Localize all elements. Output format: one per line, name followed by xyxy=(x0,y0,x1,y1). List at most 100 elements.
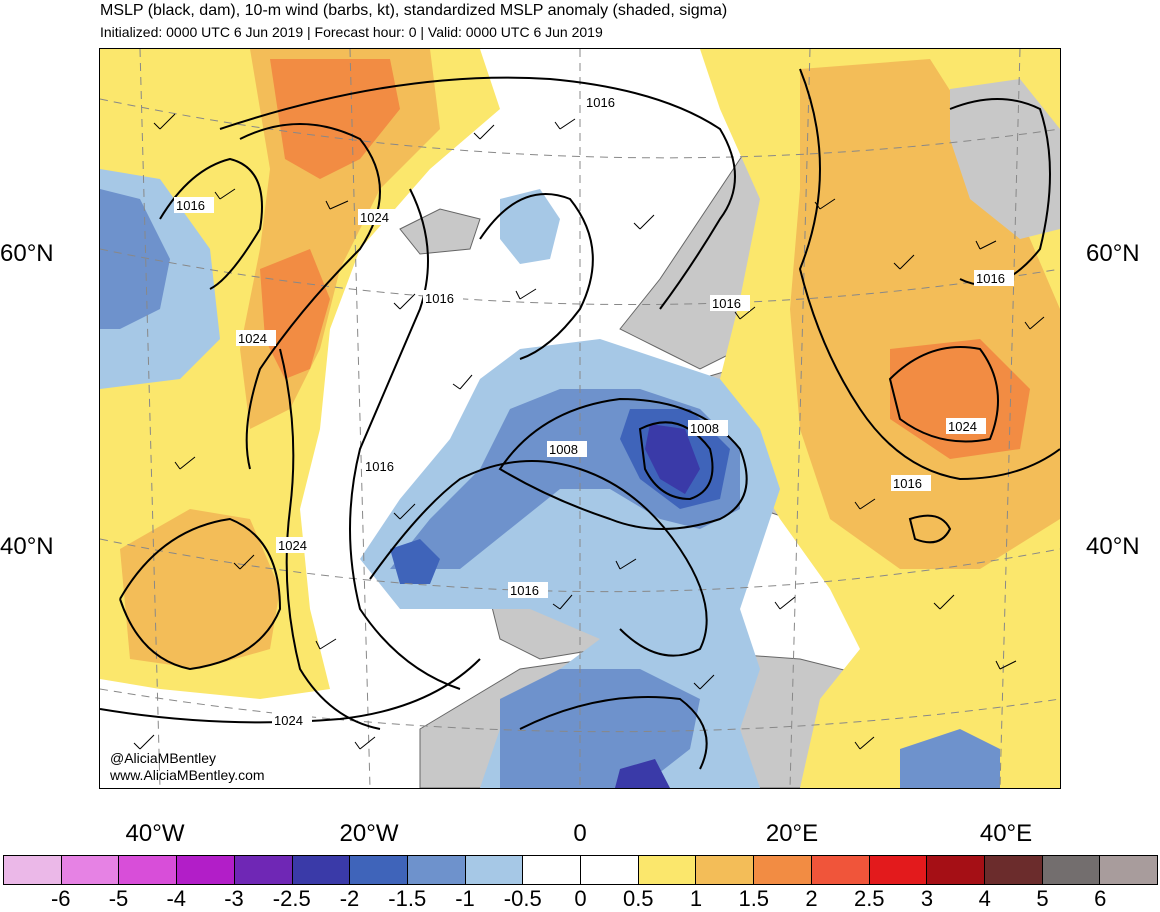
credit-handle: @AliciaMBentley xyxy=(110,750,217,766)
anomaly-iberia-dark xyxy=(390,539,440,584)
colorbar-label: 2 xyxy=(805,886,818,911)
colorbar-swatch xyxy=(927,856,985,884)
isobar-1024-south xyxy=(100,658,481,724)
map-subtitle: Initialized: 0000 UTC 6 Jun 2019 | Forec… xyxy=(100,24,603,40)
colorbar-swatch xyxy=(1042,856,1101,884)
isobar-1024-azores xyxy=(119,517,282,671)
lat-label-right-60n: 60°N xyxy=(1086,240,1140,267)
colorbar-swatch xyxy=(292,856,351,884)
anomaly-greenland-core2 xyxy=(260,249,330,379)
credit-url: www.AliciaMBentley.com xyxy=(110,767,265,783)
positive-anomaly xyxy=(100,49,1060,788)
lat-label-right-40n: 40°N xyxy=(1086,533,1140,560)
colorbar-swatch xyxy=(581,856,639,884)
colorbar-swatch xyxy=(465,856,524,884)
colorbar-label: 0 xyxy=(574,886,587,911)
contour-label: 1016 xyxy=(893,476,922,491)
colorbar-label: -6 xyxy=(50,886,71,911)
anomaly-europe-core xyxy=(645,424,700,494)
colorbar-label: 1 xyxy=(689,886,703,911)
colorbar-swatch xyxy=(869,856,928,884)
colorbar-swatch xyxy=(234,856,293,884)
colorbar-label: -1.5 xyxy=(388,886,427,911)
lon-label-40e: 40°E xyxy=(979,820,1033,847)
isobar-1016-north xyxy=(219,76,736,310)
weather-map: 1016 1016 1024 1016 1024 1016 1008 1008 … xyxy=(99,48,1061,789)
contour-label: 1016 xyxy=(712,296,741,311)
colorbar-swatch xyxy=(696,856,755,884)
contour-label: 1024 xyxy=(948,419,977,434)
graticule xyxy=(100,49,1060,788)
colorbar-swatch xyxy=(177,856,235,884)
lon-label-20w: 20°W xyxy=(339,820,399,847)
anomaly-east-med-blue xyxy=(900,729,1000,788)
isobar-1008-inner xyxy=(638,421,714,501)
contour-label: 1016 xyxy=(425,291,454,306)
colorbar-swatch xyxy=(754,856,812,884)
isobar-1016-iceland xyxy=(479,193,594,360)
isobar-black-sea xyxy=(908,514,952,544)
isobar-1016-greenland xyxy=(159,157,263,290)
colorbar-swatch xyxy=(350,856,408,884)
colorbar-swatch xyxy=(1100,856,1158,884)
contour-label: 1016 xyxy=(976,271,1005,286)
anomaly-iceland-blue xyxy=(500,189,560,264)
colorbar-label: -1 xyxy=(455,886,475,911)
isobar-1024-russia xyxy=(888,346,999,443)
contour-label: 1016 xyxy=(176,198,205,213)
isobars xyxy=(100,68,1060,770)
colorbar-label: -4 xyxy=(166,886,187,911)
negative-anomaly xyxy=(100,169,1000,788)
lon-label-0: 0 xyxy=(573,820,587,847)
isobar-1016-russia xyxy=(798,68,1060,481)
isobar-1024-atlantic xyxy=(279,348,381,730)
contour-label: 1024 xyxy=(360,210,389,225)
lat-label-left-60n: 60°N xyxy=(0,240,54,267)
map-title: MSLP (black, dam), 10-m wind (barbs, kt)… xyxy=(100,2,728,19)
contour-label: 1008 xyxy=(690,421,719,436)
contour-label: 1024 xyxy=(238,331,267,346)
anomaly-africa-mid xyxy=(500,669,700,788)
colorbar-swatch xyxy=(61,856,120,884)
isobar-1008-europe xyxy=(498,397,748,530)
anomaly-russia-core xyxy=(890,339,1030,459)
colorbar-label: -2.5 xyxy=(272,886,311,911)
colorbar-label: 4 xyxy=(978,886,991,911)
colorbar-label: 3 xyxy=(920,886,934,911)
contour-labels: 1016 1016 1024 1016 1024 1016 1008 1008 … xyxy=(174,94,1014,728)
anomaly-west-trough xyxy=(100,189,170,329)
colorbar-label: 2.5 xyxy=(853,886,885,911)
colorbar-label: -5 xyxy=(108,886,129,911)
contour-label: 1016 xyxy=(510,583,539,598)
iceland-land xyxy=(399,208,481,255)
colorbar-swatch xyxy=(523,856,582,884)
colorbar-swatch xyxy=(407,856,466,884)
isobar-1016-atlantic xyxy=(349,188,461,690)
lat-label-left-40n: 40°N xyxy=(0,533,54,560)
contour-label: 1024 xyxy=(274,713,303,728)
colorbar-swatch xyxy=(638,856,697,884)
colorbar-swatch xyxy=(119,856,178,884)
wind-barbs xyxy=(133,113,1045,750)
contour-label: 1024 xyxy=(278,538,307,553)
colorbar-label: 5 xyxy=(1036,886,1049,911)
colorbar-label: 6 xyxy=(1094,886,1107,911)
colorbar-label: -3 xyxy=(224,886,244,911)
contour-label: 1016 xyxy=(586,95,615,110)
colorbar-label: -0.5 xyxy=(503,886,542,911)
colorbar-swatch xyxy=(811,856,870,884)
colorbar-label: 0.5 xyxy=(622,886,654,911)
colorbar xyxy=(3,855,1158,885)
anomaly-africa-core xyxy=(615,759,670,788)
colorbar-swatch xyxy=(4,856,62,884)
anomaly-east-gray xyxy=(950,79,1060,239)
isobar-1016-europe xyxy=(369,460,708,657)
colorbar-swatch xyxy=(984,856,1043,884)
contour-label: 1016 xyxy=(365,459,394,474)
isobar-1024-greenland xyxy=(239,123,381,470)
isobar-africa-1 xyxy=(519,696,708,770)
colorbar-label: 1.5 xyxy=(738,886,770,911)
contour-label: 1008 xyxy=(549,442,578,457)
colorbar-labels: -6 -5 -4 -3 -2.5 -2 -1.5 -1 -0.5 0 0.5 1 1.5 2 2.5 3 4 5 6 xyxy=(3,886,1158,911)
colorbar-label: -2 xyxy=(339,886,360,911)
